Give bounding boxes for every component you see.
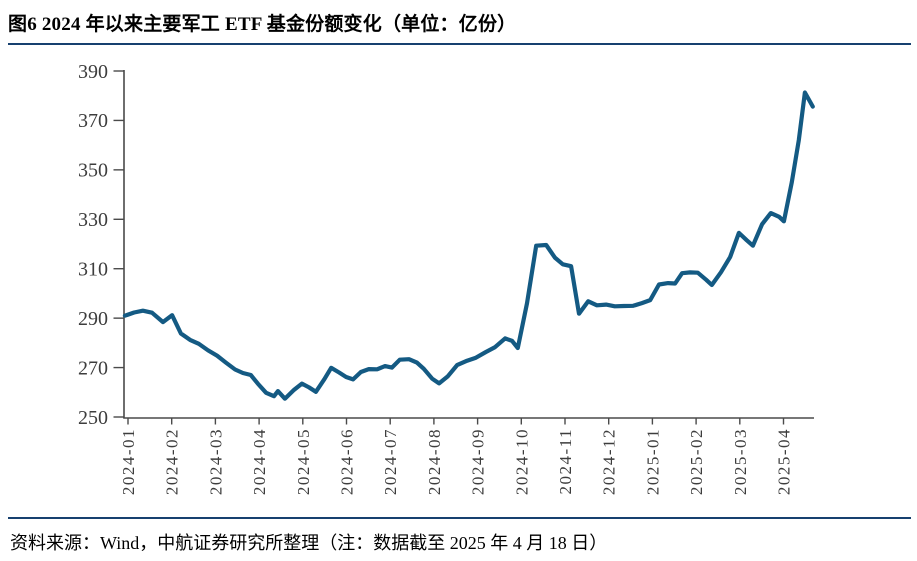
title-divider-rule — [8, 43, 911, 45]
x-tick-label: 2024-05 — [294, 428, 313, 495]
x-tick-label: 2024-06 — [338, 428, 357, 495]
source-note: 资料来源：Wind，中航证券研究所整理（注：数据截至 2025 年 4 月 18… — [10, 533, 608, 553]
y-tick-label: 370 — [78, 110, 108, 132]
etf-share-series-line — [122, 90, 815, 401]
chart-area: 250 270 290 310 330 350 370 390 2024-01 2024-02 20… — [78, 61, 815, 495]
x-tick-label: 2024-02 — [163, 428, 182, 495]
x-tick-label: 2024-08 — [425, 428, 444, 495]
y-tick-label: 330 — [78, 209, 108, 231]
y-tick-label: 390 — [78, 61, 108, 83]
y-tick-label: 270 — [78, 357, 108, 379]
x-tick-label: 2025-04 — [775, 428, 794, 495]
x-tick-label: 2024-09 — [469, 428, 488, 495]
x-tick-label: 2025-01 — [643, 428, 662, 495]
x-tick-label: 2024-07 — [381, 428, 400, 495]
x-tick-label: 2024-12 — [600, 428, 619, 495]
x-tick-label: 2024-03 — [206, 428, 225, 495]
x-tick-label: 2024-10 — [512, 428, 531, 495]
x-tick-label: 2025-02 — [687, 428, 706, 495]
y-tick-label: 310 — [78, 259, 108, 281]
y-tick-label: 350 — [78, 160, 108, 182]
fund-share-line-chart: 250 270 290 310 330 350 370 390 2024-01 2024-02 20… — [78, 61, 815, 495]
y-tick-label: 290 — [78, 308, 108, 330]
figure-title: 图6 2024 年以来主要军工 ETF 基金份额变化（单位：亿份） — [8, 14, 517, 35]
y-tick-label: 250 — [78, 407, 108, 429]
x-tick-label: 2024-04 — [250, 428, 269, 495]
footer-divider-rule — [8, 517, 911, 519]
x-tick-label: 2025-03 — [731, 428, 750, 495]
x-tick-label: 2024-11 — [556, 428, 575, 495]
x-tick-label: 2024-01 — [119, 428, 138, 495]
